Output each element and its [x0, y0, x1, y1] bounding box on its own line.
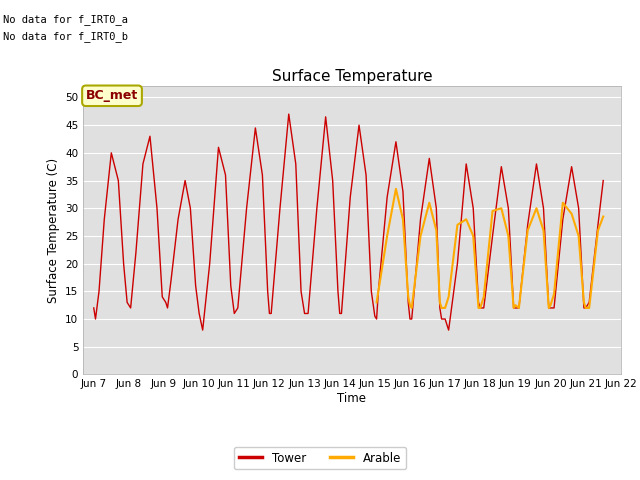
Arable — [374, 288, 382, 294]
Arable — [399, 216, 407, 222]
Arable — [441, 305, 449, 311]
Tower — [355, 122, 363, 128]
Arable — [392, 186, 400, 192]
Arable — [408, 305, 415, 311]
Arable — [547, 302, 554, 308]
Arable — [476, 305, 484, 311]
Arable — [454, 222, 461, 228]
Tower — [199, 327, 207, 333]
Tower — [504, 205, 512, 211]
Line: Tower: Tower — [93, 114, 604, 330]
Arable — [559, 200, 566, 205]
Arable — [580, 300, 588, 305]
X-axis label: Time: Time — [337, 392, 367, 405]
Arable — [404, 294, 412, 300]
Arable — [540, 228, 547, 233]
Text: BC_met: BC_met — [86, 89, 138, 102]
Arable — [510, 305, 518, 311]
Tower — [153, 205, 161, 211]
Legend: Tower, Arable: Tower, Arable — [234, 447, 406, 469]
Arable — [480, 294, 488, 300]
Text: No data for f_IRT0_a: No data for f_IRT0_a — [3, 14, 128, 25]
Arable — [586, 305, 593, 311]
Arable — [515, 305, 523, 311]
Arable — [372, 300, 380, 305]
Tower — [90, 305, 97, 311]
Line: Arable: Arable — [376, 189, 604, 308]
Y-axis label: Surface Temperature (C): Surface Temperature (C) — [47, 158, 60, 303]
Tower — [164, 305, 172, 311]
Arable — [469, 233, 477, 239]
Arable — [436, 300, 444, 305]
Arable — [582, 305, 589, 311]
Arable — [504, 233, 512, 239]
Tower — [186, 205, 194, 211]
Tower — [600, 178, 607, 183]
Arable — [433, 228, 440, 233]
Arable — [545, 305, 552, 311]
Arable — [438, 305, 445, 311]
Text: No data for f_IRT0_b: No data for f_IRT0_b — [3, 31, 128, 42]
Arable — [532, 205, 540, 211]
Arable — [511, 302, 519, 308]
Arable — [426, 200, 433, 205]
Arable — [550, 291, 558, 297]
Title: Surface Temperature: Surface Temperature — [272, 69, 432, 84]
Arable — [383, 233, 391, 239]
Arable — [475, 305, 483, 311]
Arable — [524, 228, 532, 233]
Arable — [600, 214, 607, 219]
Arable — [594, 228, 602, 233]
Arable — [489, 208, 497, 214]
Tower — [285, 111, 292, 117]
Arable — [568, 211, 575, 216]
Arable — [462, 216, 470, 222]
Arable — [417, 233, 424, 239]
Arable — [497, 205, 505, 211]
Arable — [445, 294, 452, 300]
Tower — [445, 327, 452, 333]
Arable — [575, 233, 582, 239]
Arable — [406, 302, 414, 308]
